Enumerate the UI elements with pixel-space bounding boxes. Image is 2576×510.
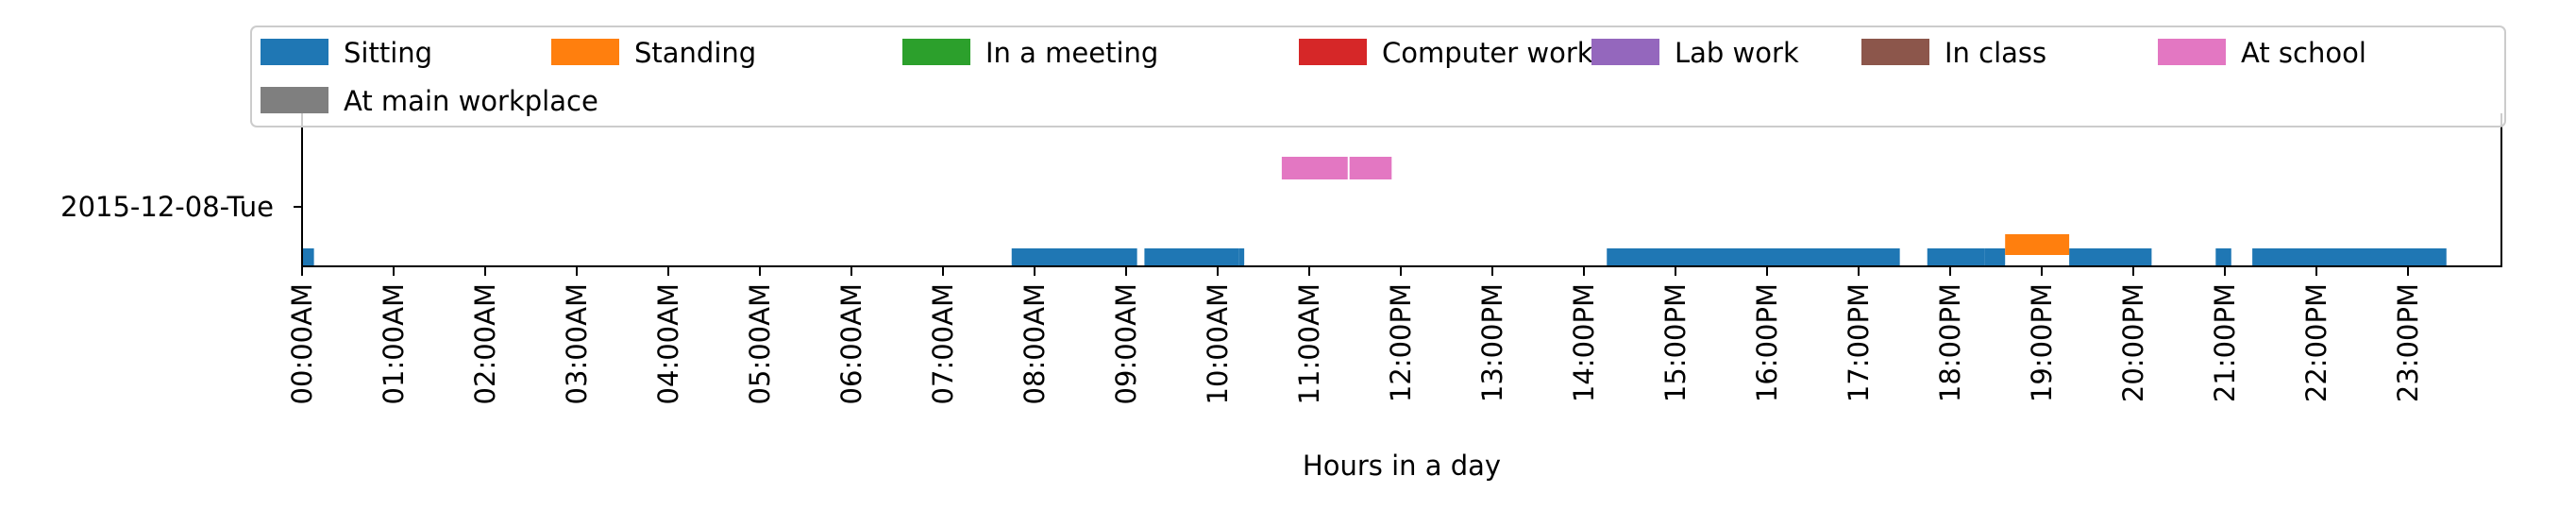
legend-frame xyxy=(250,26,2506,128)
x-tick-label: 21:00PM xyxy=(2209,283,2241,402)
x-tick-label: 07:00AM xyxy=(927,283,959,404)
x-tick-label: 13:00PM xyxy=(1476,283,1508,402)
bar-at-school xyxy=(1349,157,1392,179)
x-tick-label: 01:00AM xyxy=(378,283,410,404)
bar-sitting xyxy=(302,248,314,266)
x-tick-label: 02:00AM xyxy=(469,283,501,404)
x-ticks: 00:00AM 01:00AM 02:00AM 03:00AM 04:00AM 05:00… xyxy=(286,266,2424,404)
x-tick-label: 20:00PM xyxy=(2117,283,2149,402)
axes: 2015-12-08-Tue xyxy=(60,113,2502,267)
legend-label-sitting: Sitting xyxy=(344,37,432,69)
legend-label-at-school: At school xyxy=(2241,37,2366,69)
legend-label-in-a-meeting: In a meeting xyxy=(985,37,1158,69)
bar-sitting xyxy=(2252,248,2447,266)
bar-sitting xyxy=(2215,248,2231,266)
x-tick-label: 22:00PM xyxy=(2300,283,2332,402)
x-tick-label: 23:00PM xyxy=(2392,283,2424,402)
x-tick-label: 19:00PM xyxy=(2026,283,2058,402)
y-tick-label: 2015-12-08-Tue xyxy=(60,191,274,223)
legend-swatch-at-school xyxy=(2158,39,2226,65)
legend-label-computer-work: Computer work xyxy=(1382,37,1593,69)
x-tick-label: 03:00AM xyxy=(561,283,593,404)
x-tick-label: 11:00AM xyxy=(1293,283,1325,404)
bar-sitting xyxy=(1984,248,2006,266)
bar-sitting xyxy=(1144,248,1239,266)
bar-sitting xyxy=(1238,248,1245,266)
legend-label-lab-work: Lab work xyxy=(1675,37,1799,69)
legend-swatch-standing xyxy=(551,39,619,65)
x-tick-label: 00:00AM xyxy=(286,283,318,404)
x-tick-label: 09:00AM xyxy=(1110,283,1142,404)
legend-label-in-class: In class xyxy=(1945,37,2046,69)
bar-sitting xyxy=(1011,248,1137,266)
legend: Sitting Standing In a meeting Computer work… xyxy=(250,26,2506,128)
x-tick-label: 04:00AM xyxy=(652,283,684,404)
bar-standing xyxy=(2005,234,2070,255)
activity-bars xyxy=(302,157,2447,266)
x-tick-label: 08:00AM xyxy=(1019,283,1051,404)
x-tick-label: 12:00PM xyxy=(1385,283,1417,402)
legend-swatch-in-a-meeting xyxy=(902,39,970,65)
x-tick-label: 15:00PM xyxy=(1659,283,1692,402)
bar-sitting xyxy=(1927,248,1985,266)
x-tick-label: 10:00AM xyxy=(1202,283,1234,404)
legend-label-standing: Standing xyxy=(634,37,756,69)
legend-swatch-sitting xyxy=(261,39,328,65)
x-tick-label: 14:00PM xyxy=(1568,283,1600,402)
x-tick-label: 05:00AM xyxy=(744,283,776,404)
legend-swatch-in-class xyxy=(1861,39,1929,65)
legend-label-at-main-workplace: At main workplace xyxy=(344,85,598,117)
x-axis-label: Hours in a day xyxy=(1303,450,1501,482)
legend-swatch-at-main-workplace xyxy=(261,87,328,113)
x-tick-label: 06:00AM xyxy=(835,283,867,404)
x-tick-label: 17:00PM xyxy=(1843,283,1875,402)
x-tick-label: 18:00PM xyxy=(1934,283,1966,402)
x-tick-label: 16:00PM xyxy=(1751,283,1783,402)
bar-at-school xyxy=(1281,157,1348,179)
bar-sitting xyxy=(1607,248,1900,266)
legend-swatch-computer-work xyxy=(1299,39,1367,65)
legend-swatch-lab-work xyxy=(1591,39,1659,65)
bar-sitting xyxy=(2069,248,2152,266)
